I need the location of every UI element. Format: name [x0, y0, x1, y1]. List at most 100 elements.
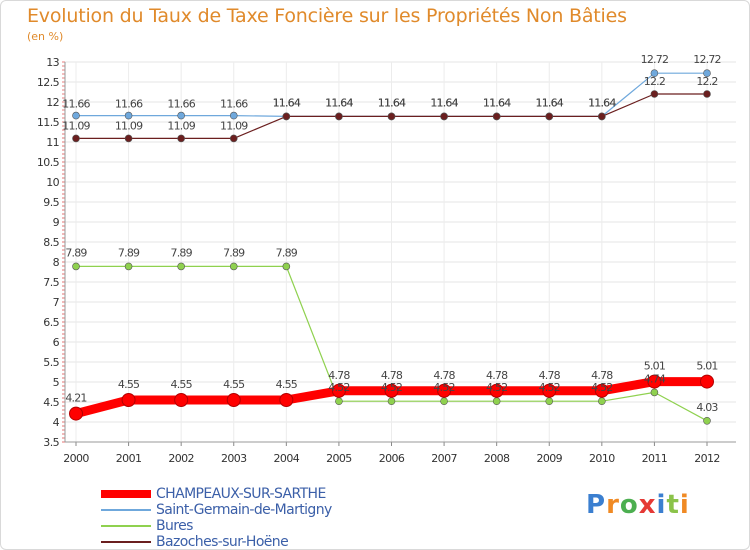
legend-item: Saint-Germain-de-Martigny [101, 502, 332, 518]
x-tick-label: 2008 [484, 452, 510, 465]
data-label: 7.89 [223, 246, 245, 259]
data-label: 11.64 [536, 96, 564, 109]
series-point-1 [650, 69, 659, 77]
series-point-1 [124, 111, 133, 120]
data-label: 11.66 [62, 98, 90, 111]
data-label: 11.64 [378, 96, 406, 109]
data-label: 12.2 [696, 75, 717, 88]
logo-letter: P [586, 490, 607, 520]
data-label: 11.09 [115, 119, 143, 132]
data-label: 4.55 [276, 378, 298, 391]
logo-letter: i [679, 490, 690, 520]
y-tick-label: 12.5 [37, 76, 60, 89]
y-tick-label: 5.5 [43, 356, 59, 369]
y-tick-label: 10.5 [37, 156, 60, 169]
data-label: 11.64 [536, 96, 564, 109]
data-label: 12.72 [641, 53, 669, 66]
y-tick-label: 11.5 [37, 116, 60, 129]
data-label: 11.64 [325, 96, 353, 109]
y-tick-label: 9.5 [43, 196, 59, 209]
data-label: 4.78 [486, 369, 508, 382]
data-label: 11.66 [220, 98, 248, 111]
data-label: 7.89 [276, 246, 298, 259]
series-point-2 [598, 397, 606, 406]
legend-item: Bures [101, 518, 332, 534]
legend-swatch [101, 525, 151, 527]
data-label: 4.55 [171, 378, 193, 391]
legend-swatch [101, 509, 151, 511]
data-label: 4.74 [644, 372, 666, 385]
series-point-2 [440, 397, 448, 406]
data-label: 11.64 [325, 96, 353, 109]
series-point-2 [650, 388, 659, 397]
y-tick-label: 8.5 [43, 236, 59, 249]
logo-letter: i [656, 490, 667, 520]
series-point-0 [69, 406, 83, 421]
data-label: 4.52 [486, 381, 507, 394]
legend-item: Bazoches-sur-Hoëne [101, 534, 332, 549]
y-tick-label: 4 [53, 416, 60, 429]
legend-swatch [101, 490, 151, 498]
series-point-0 [437, 383, 452, 398]
data-label: 11.64 [588, 96, 616, 109]
data-label: 4.03 [696, 401, 718, 414]
legend-label: CHAMPEAUX-SUR-SARTHE [156, 486, 326, 502]
chart-legend: CHAMPEAUX-SUR-SARTHE Saint-Germain-de-Mar… [101, 486, 332, 549]
series-point-1 [177, 111, 185, 120]
series-point-1 [229, 111, 238, 120]
series-point-3 [282, 112, 291, 121]
data-label: 4.52 [328, 381, 349, 394]
y-tick-label: 8 [53, 256, 60, 269]
data-label: 11.64 [483, 96, 511, 109]
data-label: 11.64 [273, 96, 301, 109]
chart-unit-label: (en %) [27, 30, 64, 43]
legend-label: Bures [156, 518, 193, 534]
series-point-1 [72, 111, 80, 120]
series-point-0 [542, 383, 557, 398]
x-tick-label: 2006 [379, 452, 405, 465]
data-label: 11.64 [430, 96, 458, 109]
series-point-3 [124, 134, 133, 143]
series-point-2 [492, 397, 501, 406]
series-point-0 [279, 393, 294, 407]
proxiti-logo: Proxiti [586, 490, 690, 520]
data-label: 11.64 [483, 96, 511, 109]
data-label: 4.78 [539, 369, 561, 382]
series-point-2 [177, 262, 185, 271]
logo-letter: t [666, 490, 680, 520]
x-tick-label: 2005 [326, 452, 352, 465]
x-tick-label: 2004 [274, 452, 300, 465]
y-tick-label: 12 [46, 96, 59, 109]
logo-letter: r [606, 490, 620, 520]
y-tick-label: 6.5 [43, 316, 59, 329]
series-point-0 [331, 383, 346, 398]
y-tick-label: 4.5 [43, 396, 59, 409]
x-tick-label: 2009 [536, 452, 562, 465]
data-label: 11.64 [430, 96, 458, 109]
data-label: 11.64 [273, 96, 301, 109]
series-point-3 [387, 112, 396, 121]
series-point-3 [177, 134, 185, 143]
y-tick-label: 9 [53, 216, 60, 229]
y-tick-label: 13 [46, 56, 59, 69]
series-point-0 [700, 374, 714, 389]
series-point-3 [650, 90, 659, 98]
data-label: 4.52 [381, 381, 402, 394]
data-label: 11.09 [220, 119, 248, 132]
chart-grid [65, 61, 736, 443]
data-label: 4.78 [328, 369, 350, 382]
series-point-3 [703, 90, 711, 98]
data-label: 5.01 [644, 360, 665, 373]
data-label: 5.01 [696, 360, 717, 373]
series-point-2 [229, 262, 238, 271]
data-label: 11.64 [378, 96, 406, 109]
series-point-0 [594, 383, 609, 398]
data-label: 11.09 [62, 119, 90, 132]
x-tick-label: 2001 [116, 452, 142, 465]
data-label: 11.09 [167, 119, 195, 132]
series-point-2 [335, 397, 343, 406]
series-point-2 [703, 416, 711, 425]
series-point-0 [121, 393, 136, 407]
